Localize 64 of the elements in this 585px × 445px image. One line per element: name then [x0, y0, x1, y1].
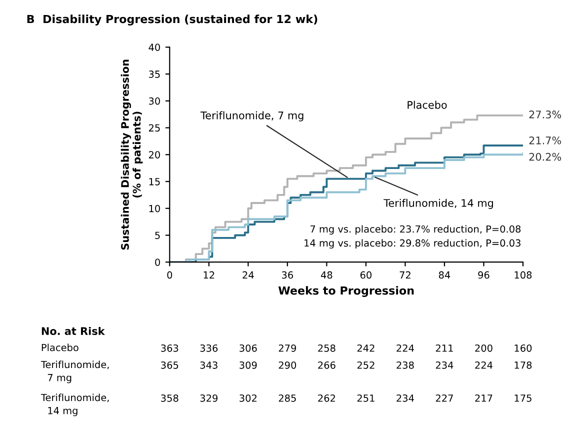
- text: 234: [396, 394, 414, 402]
- text: 266: [318, 361, 336, 369]
- text: 309: [240, 361, 257, 369]
- text: 252: [357, 361, 374, 369]
- x-tick-label: 36: [282, 271, 294, 279]
- text: 302: [240, 394, 256, 402]
- text: 178: [514, 361, 532, 369]
- y-tick-label: 40: [148, 44, 160, 51]
- chart-title: B Disability Progression (sustained for 12 wk): [27, 14, 318, 26]
- y-tick-label: 20: [148, 151, 160, 158]
- x-tick-label: 84: [438, 271, 450, 279]
- text: 238: [396, 361, 414, 369]
- text: 227: [436, 394, 453, 402]
- annotation: Teriflunomide, 7 mg: [200, 111, 304, 122]
- text: 160: [514, 344, 532, 352]
- annotation: 14 mg vs. placebo: 29.8% reduction, P=0.03: [304, 239, 520, 249]
- y-tick-label: 5: [155, 232, 160, 240]
- y-tick-label: 0: [155, 258, 160, 266]
- text: Placebo: [42, 344, 78, 352]
- text: 290: [278, 361, 296, 369]
- x-tick-label: 72: [400, 271, 410, 279]
- text: 242: [357, 344, 374, 352]
- text: 258: [318, 344, 336, 352]
- y-tick-label: 10: [149, 204, 160, 212]
- text: Teriflunomide, 14 mg: [40, 394, 109, 416]
- text: 175: [514, 394, 532, 402]
- x-tick-label: 60: [360, 271, 372, 279]
- data-label: 20.2%: [529, 152, 562, 161]
- text: 224: [475, 361, 492, 369]
- x-axis-title: Weeks to Progression: [278, 286, 414, 297]
- y-axis-title: Sustained Disability Progression (% of patients): [120, 60, 143, 250]
- text: Teriflunomide, 7 mg: [40, 360, 109, 384]
- annotation: Placebo: [408, 100, 447, 109]
- y-tick-label: 15: [149, 178, 160, 186]
- text: 234: [436, 361, 454, 369]
- x-tick-label: 0: [167, 271, 172, 279]
- x-tick-label: 48: [320, 271, 332, 279]
- text: No. at Risk: [42, 326, 105, 336]
- text: 363: [161, 344, 178, 352]
- data-label: 27.3%: [529, 110, 562, 118]
- x-tick-label: 96: [478, 271, 490, 279]
- text: 285: [278, 394, 296, 402]
- text: 365: [161, 361, 178, 369]
- text: 279: [278, 344, 296, 352]
- y-tick-label: 35: [148, 70, 160, 78]
- data-label: 21.7%: [529, 136, 562, 144]
- text: 329: [200, 394, 218, 402]
- y-tick-label: 30: [148, 97, 160, 105]
- text: 262: [318, 394, 335, 402]
- x-tick-label: 108: [514, 271, 532, 279]
- y-tick-label: 25: [148, 124, 160, 132]
- text: 343: [200, 361, 218, 369]
- text: 200: [475, 344, 492, 352]
- annotation: Teriflunomide, 14 mg: [384, 198, 493, 209]
- text: 358: [161, 394, 178, 402]
- text: 306: [240, 344, 257, 352]
- text: 251: [357, 394, 374, 402]
- x-tick-label: 24: [242, 271, 254, 279]
- annotation: 7 mg vs. placebo: 23.7% reduction, P=0.08: [310, 225, 521, 235]
- text: 211: [436, 344, 453, 352]
- text: 217: [475, 394, 492, 402]
- text: 224: [396, 344, 414, 352]
- x-tick-label: 12: [204, 271, 214, 279]
- text: 336: [200, 344, 218, 352]
